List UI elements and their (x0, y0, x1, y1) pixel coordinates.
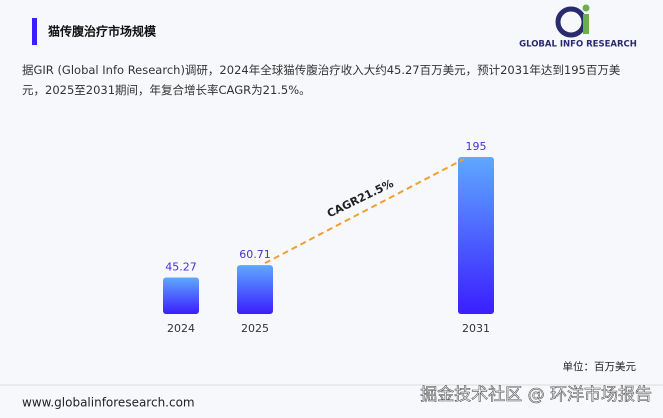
watermark: 掘金技术社区 @ 环洋市场报告 (420, 385, 652, 405)
value-label: 45.27 (165, 261, 197, 274)
bar (163, 277, 199, 314)
title-accent (32, 18, 37, 45)
bar (237, 265, 273, 314)
unit-label: 单位：百万美元 (563, 360, 637, 373)
x-tick-label: 2024 (167, 322, 195, 335)
x-tick-label: 2031 (462, 322, 490, 335)
value-label: 195 (466, 140, 487, 153)
logo-text: GLOBAL INFO RESEARCH (519, 40, 637, 50)
bar (458, 157, 494, 314)
value-label: 60.71 (239, 248, 271, 261)
cagr-annotation: CAGR21.5% (325, 177, 396, 220)
logo: GLOBAL INFO RESEARCH (519, 4, 637, 50)
cagr-line (264, 158, 465, 265)
x-tick-label: 2025 (241, 322, 269, 335)
description: 据GIR (Global Info Research)调研，2024年全球猫传腹… (22, 63, 621, 97)
chart-title: 猫传腹治疗市场规模 (48, 24, 157, 39)
source: www.globalinforesearch.com (22, 396, 195, 410)
